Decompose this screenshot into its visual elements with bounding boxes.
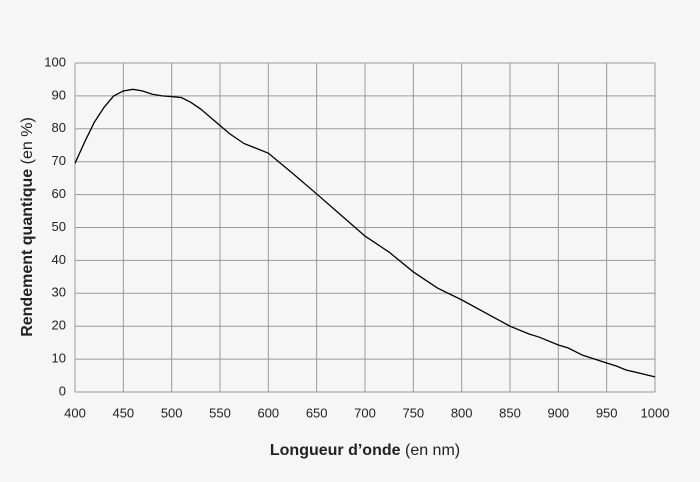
y-tick-label: 60: [52, 186, 66, 201]
x-tick-label: 600: [257, 405, 279, 420]
y-label-unit: (en %): [19, 117, 36, 164]
y-tick-label: 10: [52, 351, 66, 366]
y-tick-label: 50: [52, 219, 66, 234]
y-label-bold: Rendement quantique: [19, 169, 36, 337]
y-tick-label: 70: [52, 153, 66, 168]
x-label-unit: (en nm): [405, 442, 460, 459]
y-tick-label: 100: [44, 54, 66, 69]
y-tick-label: 20: [52, 318, 66, 333]
x-axis-label: Longueur d’onde (en nm): [270, 442, 460, 459]
x-tick-label: 400: [64, 405, 86, 420]
x-tick-label: 800: [451, 405, 473, 420]
x-tick-label: 650: [306, 405, 328, 420]
x-tick-label: 700: [354, 405, 376, 420]
x-tick-label: 950: [596, 405, 618, 420]
y-tick-label: 30: [52, 285, 66, 300]
x-label-bold: Longueur d’onde: [270, 442, 401, 459]
x-tick-label: 500: [161, 405, 183, 420]
y-tick-label: 40: [52, 252, 66, 267]
y-tick-label: 80: [52, 120, 66, 135]
y-axis-label: Rendement quantique (en %): [19, 117, 36, 337]
x-tick-label: 900: [547, 405, 569, 420]
x-tick-label: 550: [209, 405, 231, 420]
x-tick-label: 750: [402, 405, 424, 420]
y-tick-label: 0: [59, 383, 66, 398]
y-tick-label: 90: [52, 87, 66, 102]
x-tick-label: 1000: [641, 405, 670, 420]
x-tick-label: 450: [112, 405, 134, 420]
x-tick-label: 850: [499, 405, 521, 420]
data-line: [74, 88, 656, 378]
